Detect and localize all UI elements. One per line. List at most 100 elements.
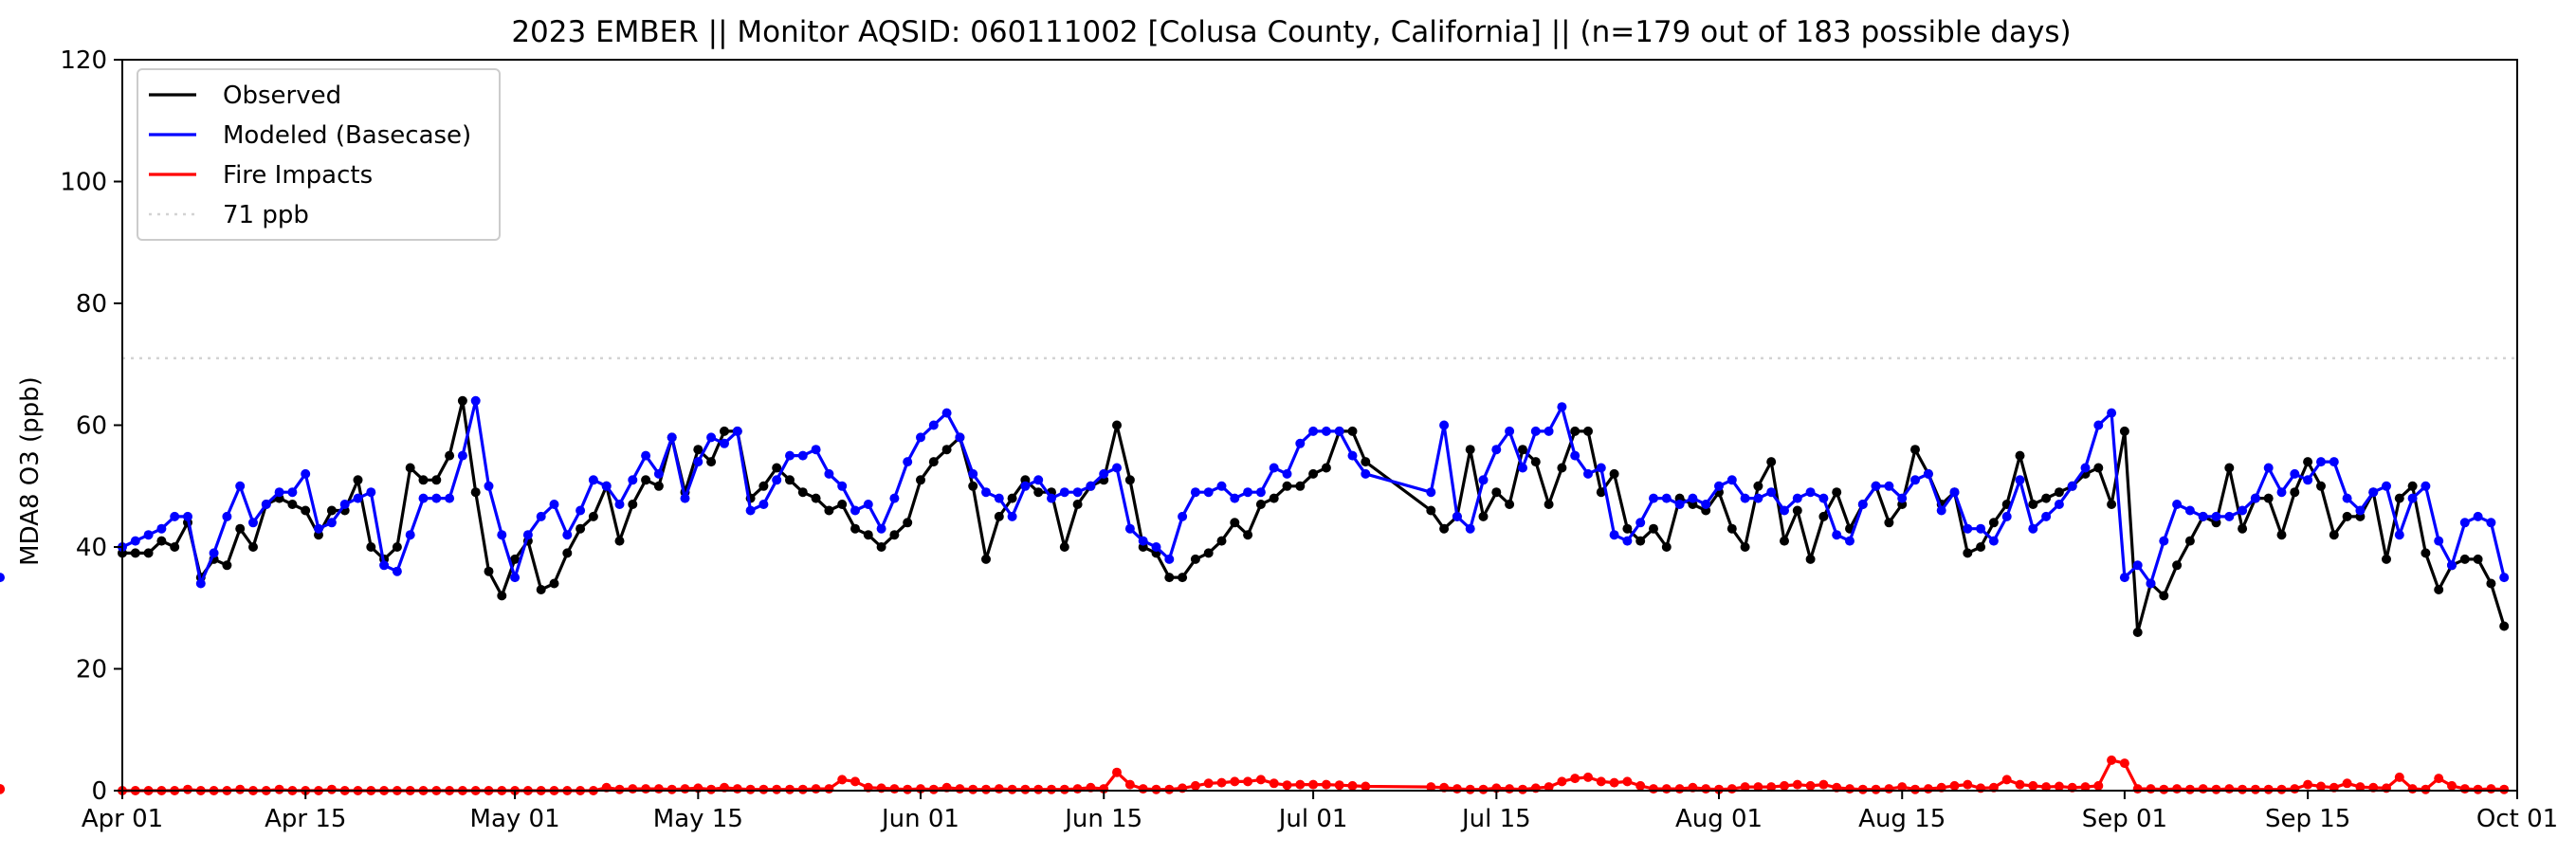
data-point bbox=[1020, 784, 1031, 794]
data-point bbox=[1282, 481, 1292, 491]
data-point bbox=[1544, 426, 1554, 436]
data-point bbox=[2172, 784, 2183, 794]
data-point bbox=[706, 784, 717, 794]
data-point bbox=[2368, 487, 2379, 498]
x-tick-label: Jun 01 bbox=[880, 805, 959, 833]
data-point bbox=[981, 487, 991, 498]
data-point bbox=[2459, 518, 2470, 528]
data-point bbox=[732, 426, 742, 436]
data-point bbox=[1321, 779, 1331, 790]
data-point bbox=[2447, 560, 2457, 571]
data-point bbox=[522, 530, 533, 540]
data-point bbox=[1361, 457, 1371, 467]
data-point bbox=[222, 560, 232, 571]
data-point bbox=[1216, 777, 1227, 788]
data-point bbox=[287, 500, 298, 509]
data-point bbox=[1570, 774, 1580, 784]
data-point bbox=[274, 487, 284, 498]
data-point bbox=[379, 560, 390, 571]
x-tick-label: Aug 01 bbox=[1675, 805, 1763, 833]
data-point bbox=[549, 578, 559, 589]
data-point bbox=[2421, 784, 2431, 794]
y-axis-label: MDA8 O3 (ppb) bbox=[16, 376, 45, 566]
data-point bbox=[720, 426, 729, 436]
data-point bbox=[2054, 487, 2064, 498]
data-point bbox=[1059, 487, 1069, 498]
data-point bbox=[588, 511, 598, 521]
data-point bbox=[1871, 481, 1881, 491]
data-point bbox=[653, 481, 664, 491]
data-point bbox=[1347, 426, 1358, 436]
data-point bbox=[2382, 554, 2391, 564]
data-point bbox=[2329, 530, 2339, 540]
data-point bbox=[1649, 784, 1658, 794]
data-point bbox=[183, 511, 192, 521]
data-point bbox=[0, 573, 5, 583]
data-point bbox=[1124, 523, 1135, 534]
data-point bbox=[824, 468, 834, 479]
legend-label: 71 ppb bbox=[223, 201, 309, 229]
data-point bbox=[1530, 426, 1541, 436]
data-point bbox=[235, 523, 246, 534]
data-point bbox=[2447, 780, 2457, 791]
data-point bbox=[2172, 500, 2183, 509]
x-tick-label: May 01 bbox=[470, 805, 560, 833]
data-point bbox=[2329, 457, 2339, 467]
data-point bbox=[1544, 782, 1554, 793]
data-point bbox=[405, 530, 415, 540]
data-point bbox=[2015, 475, 2025, 485]
x-tick-label: Sep 01 bbox=[2082, 805, 2167, 833]
data-point bbox=[680, 784, 690, 794]
data-point bbox=[837, 500, 848, 509]
data-point bbox=[1269, 493, 1279, 503]
data-point bbox=[1963, 548, 1973, 558]
data-point bbox=[301, 505, 311, 516]
data-point bbox=[1622, 536, 1633, 546]
data-point bbox=[1832, 530, 1842, 540]
data-point bbox=[1635, 536, 1646, 546]
data-point bbox=[2263, 493, 2274, 503]
data-point bbox=[968, 468, 978, 479]
data-point bbox=[1282, 468, 1292, 479]
data-point bbox=[680, 493, 690, 503]
data-point bbox=[1072, 784, 1083, 794]
data-point bbox=[1164, 554, 1175, 564]
data-point bbox=[301, 468, 311, 479]
data-point bbox=[2238, 523, 2248, 534]
data-point bbox=[2041, 493, 2052, 503]
data-point bbox=[1963, 779, 1973, 790]
data-point bbox=[1138, 784, 1148, 794]
data-point bbox=[1701, 784, 1711, 794]
data-point bbox=[1570, 450, 1580, 461]
data-point bbox=[2473, 784, 2483, 794]
data-point bbox=[1897, 493, 1908, 503]
data-point bbox=[209, 548, 219, 558]
data-point bbox=[1805, 554, 1816, 564]
data-point bbox=[2159, 536, 2169, 546]
data-point bbox=[536, 511, 546, 521]
data-point bbox=[575, 523, 586, 534]
data-point bbox=[143, 530, 154, 540]
data-point bbox=[1557, 402, 1567, 412]
data-point bbox=[484, 566, 494, 576]
data-point bbox=[1976, 523, 1986, 534]
data-point bbox=[1072, 487, 1083, 498]
data-point bbox=[994, 493, 1004, 503]
data-point bbox=[431, 493, 442, 503]
data-point bbox=[1308, 779, 1319, 790]
data-point bbox=[1726, 475, 1737, 485]
data-point bbox=[2067, 481, 2077, 491]
data-point bbox=[1557, 463, 1567, 473]
data-point bbox=[339, 500, 350, 509]
data-point bbox=[667, 784, 677, 794]
data-point bbox=[1033, 784, 1044, 794]
data-point bbox=[2119, 426, 2129, 436]
x-tick-label: Jul 01 bbox=[1277, 805, 1348, 833]
data-point bbox=[1518, 784, 1527, 794]
data-point bbox=[2107, 755, 2117, 765]
data-point bbox=[889, 530, 900, 540]
data-point bbox=[2198, 511, 2208, 521]
data-point bbox=[1269, 778, 1279, 789]
data-point bbox=[2407, 784, 2418, 794]
